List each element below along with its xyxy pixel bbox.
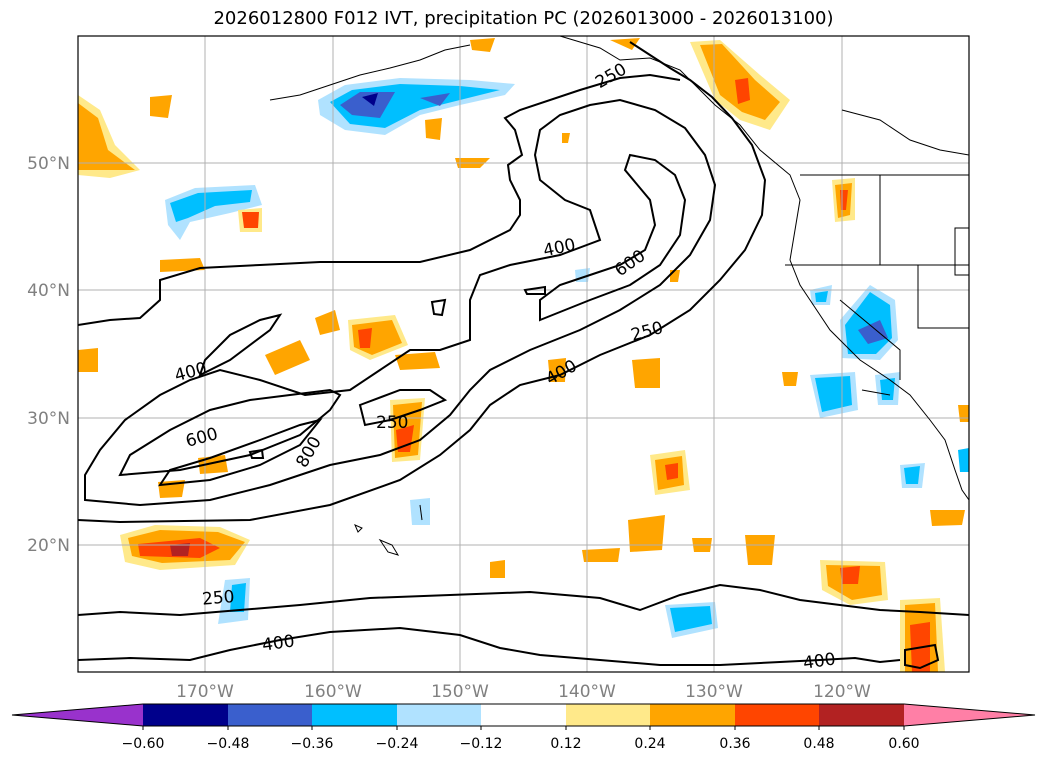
- lon-labels: 170°W 160°W 150°W 140°W 130°W 120°W: [176, 682, 871, 702]
- lon-label-160w: 160°W: [304, 682, 362, 702]
- lat-label-30n: 30°N: [27, 409, 70, 429]
- contour-label: 250: [376, 413, 408, 433]
- colorbar-bin: [312, 704, 397, 726]
- colorbar: −0.60 −0.48 −0.36 −0.24 −0.12 0.12 0.24 …: [11, 703, 1036, 752]
- contour-label: 400: [261, 631, 296, 655]
- colorbar-tick: −0.24: [376, 736, 419, 752]
- colorbar-tick: 0.12: [550, 736, 581, 752]
- map-frame: [77, 35, 970, 673]
- lon-label-130w: 130°W: [685, 682, 743, 702]
- lon-label-150w: 150°W: [431, 682, 489, 702]
- contour-label: 250: [201, 587, 235, 610]
- colorbar-bin: [650, 704, 735, 726]
- colorbar-bin: [735, 704, 819, 726]
- precip-shading: [78, 38, 969, 672]
- coastlines: [269, 36, 969, 556]
- lat-labels: 50°N 40°N 30°N 20°N: [27, 154, 70, 556]
- lat-label-40n: 40°N: [27, 281, 70, 301]
- colorbar-tick: −0.12: [460, 736, 503, 752]
- lon-label-140w: 140°W: [558, 682, 616, 702]
- lat-label-20n: 20°N: [27, 536, 70, 556]
- ivt-contours: [78, 41, 969, 670]
- map-title: 2026012800 F012 IVT, precipitation PC (2…: [213, 8, 834, 29]
- colorbar-bin: [819, 704, 904, 726]
- colorbar-bin: [481, 704, 566, 726]
- lon-label-120w: 120°W: [813, 682, 871, 702]
- colorbar-tick: −0.60: [122, 736, 165, 752]
- colorbar-tick: 0.36: [719, 736, 750, 752]
- gridlines: [78, 36, 969, 672]
- colorbar-tick: 0.60: [888, 736, 919, 752]
- contour-label: 400: [802, 649, 837, 673]
- colorbar-bin: [228, 704, 312, 726]
- colorbar-bin: [566, 704, 650, 726]
- colorbar-tick: 0.48: [803, 736, 834, 752]
- colorbar-tick: −0.48: [207, 736, 250, 752]
- colorbar-bin: [397, 704, 481, 726]
- colorbar-extend-low: [12, 704, 143, 726]
- colorbar-tick: 0.24: [634, 736, 665, 752]
- colorbar-tick: −0.36: [291, 736, 334, 752]
- colorbar-bin: [143, 704, 228, 726]
- colorbar-extend-high: [904, 704, 1035, 726]
- lon-label-170w: 170°W: [176, 682, 234, 702]
- lat-label-50n: 50°N: [27, 154, 70, 174]
